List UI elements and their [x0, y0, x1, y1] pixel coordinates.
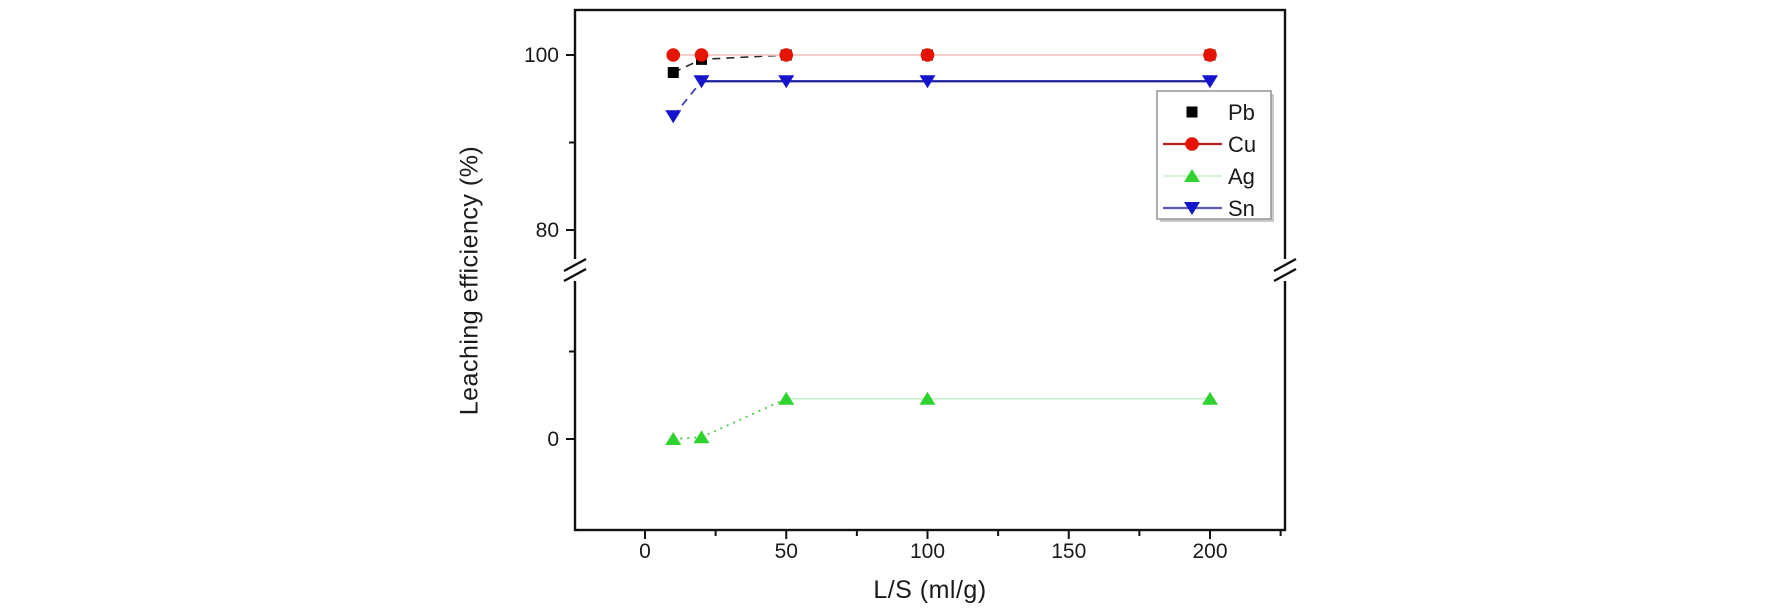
marker-cu [1203, 48, 1217, 62]
marker-sn [665, 110, 682, 124]
axis-break-icon [1273, 267, 1297, 283]
plot-border [573, 8, 1287, 532]
legend-label-cu: Cu [1228, 132, 1256, 157]
marker-sn [778, 75, 795, 89]
marker-pb [667, 67, 679, 78]
marker-ag [693, 430, 710, 444]
y-tick-label: 0 [547, 428, 559, 451]
legend-label-pb: Pb [1228, 100, 1255, 125]
axis-break-icon [563, 257, 587, 273]
legend-marker-pb [1186, 106, 1198, 118]
legend-marker-sn [1184, 202, 1200, 215]
axis-break-icon [563, 267, 587, 283]
axis-break-gap [572, 259, 578, 281]
marker-cu [779, 48, 794, 62]
series-line-ag [673, 397, 787, 440]
marker-ag [778, 391, 795, 405]
marker-ag [665, 432, 682, 445]
axis-break-gap [1282, 259, 1288, 281]
marker-ag [1202, 391, 1218, 405]
legend-label-sn: Sn [1228, 196, 1255, 221]
marker-sn [919, 75, 936, 89]
x-tick-label: 100 [910, 540, 945, 563]
marker-cu [694, 48, 709, 62]
x-axis-title: L/S (ml/g) [873, 576, 987, 604]
legend-marker-ag [1184, 169, 1200, 182]
x-tick-label: 50 [775, 540, 798, 563]
marker-cu [666, 48, 681, 62]
y-tick-label: 100 [524, 44, 559, 67]
x-tick-label: 200 [1192, 540, 1227, 563]
marker-cu [920, 48, 935, 62]
marker-sn [693, 75, 710, 89]
marker-sn [1202, 75, 1218, 89]
x-tick-label: 0 [639, 540, 651, 563]
legend-marker-cu [1185, 137, 1199, 151]
legend-box [1156, 90, 1272, 220]
legend-label-ag: Ag [1228, 164, 1255, 189]
y-axis-title: Leaching efficiency (%) [455, 145, 484, 416]
series-line-pb [672, 54, 787, 74]
x-tick-label: 150 [1051, 540, 1086, 563]
axis-break-icon [1273, 257, 1297, 273]
y-tick-label: 80 [536, 219, 559, 242]
marker-ag [919, 391, 936, 405]
